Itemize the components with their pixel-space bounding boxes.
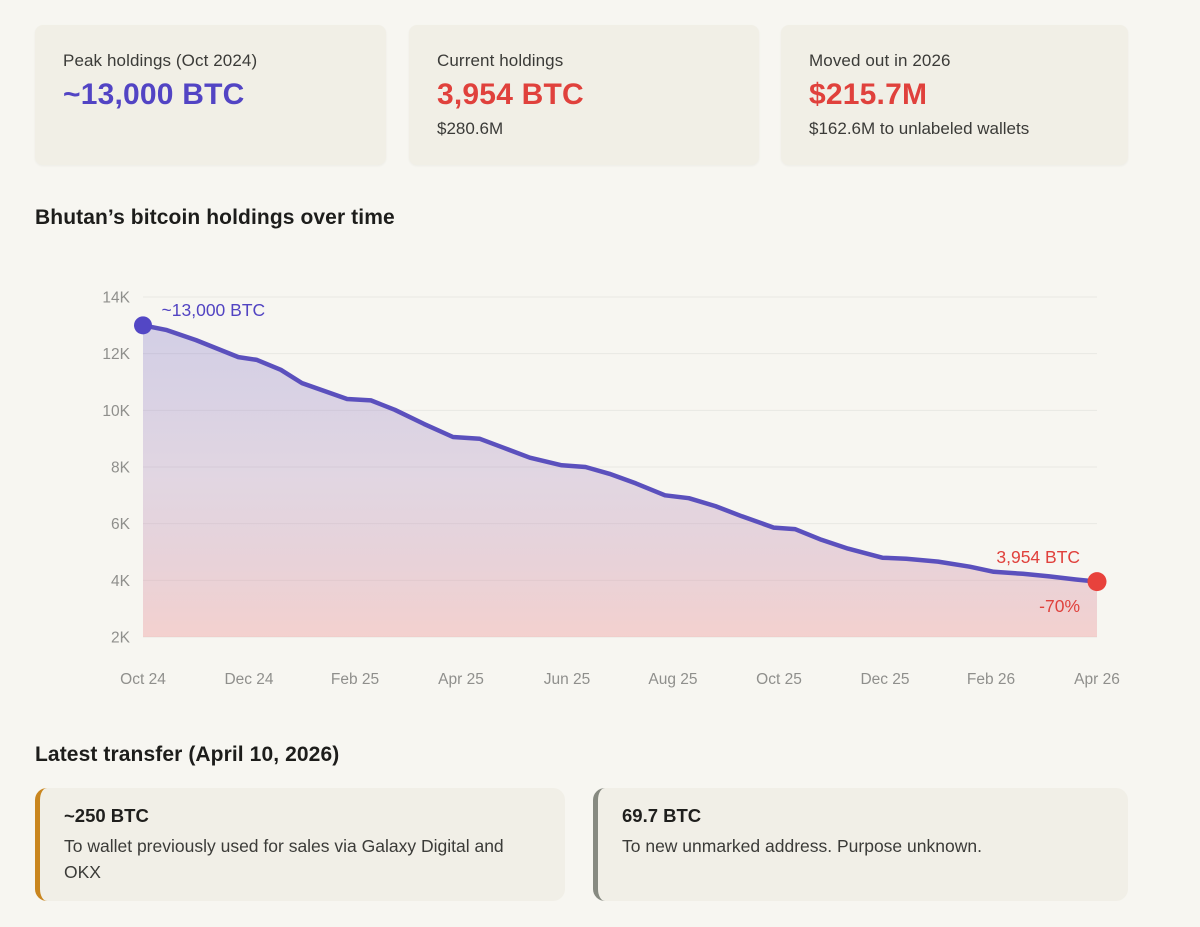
chart-area-fill bbox=[143, 325, 1097, 637]
x-axis-label: Oct 25 bbox=[756, 671, 802, 688]
transfers-title: Latest transfer (April 10, 2026) bbox=[35, 743, 340, 766]
stat-subvalue: $280.6M bbox=[437, 119, 504, 138]
stat-value: ~13,000 BTC bbox=[63, 78, 245, 111]
stat-value: 3,954 BTC bbox=[437, 78, 584, 111]
stat-card-current-holdings: Current holdings 3,954 BTC $280.6M bbox=[409, 25, 759, 165]
stat-card-moved-out: Moved out in 2026 $215.7M $162.6M to unl… bbox=[781, 25, 1128, 165]
transfer-amount: ~250 BTC bbox=[64, 805, 149, 826]
transfer-description: To wallet previously used for sales via … bbox=[64, 836, 504, 883]
y-axis-label: 10K bbox=[102, 403, 130, 420]
stat-label: Peak holdings (Oct 2024) bbox=[63, 51, 258, 70]
transfer-amount: 69.7 BTC bbox=[622, 805, 702, 826]
holdings-line bbox=[140, 323, 1100, 584]
stat-subvalue: $162.6M to unlabeled wallets bbox=[809, 119, 1030, 138]
chart-line bbox=[140, 323, 1100, 584]
y-axis-label: 4K bbox=[111, 573, 131, 590]
start-dot bbox=[134, 316, 152, 335]
end-dot bbox=[1087, 572, 1107, 592]
x-axis-label: Feb 25 bbox=[331, 671, 379, 688]
transfer-card-galaxy-okx: ~250 BTC To wallet previously used for s… bbox=[35, 788, 565, 901]
chart-axis-labels: 14K 12K 10K 8K 6K 4K 2K Oct 24 Dec 24 Feb 25 Apr 2… bbox=[102, 290, 1119, 689]
chart-annotation: 3,954 BTC bbox=[996, 547, 1080, 567]
x-axis-label: Dec 25 bbox=[860, 671, 909, 688]
y-axis-label: 14K bbox=[102, 290, 130, 307]
holdings-chart-container: 14K 12K 10K 8K 6K 4K 2K Oct 24 Dec 24 Feb 25 Apr 2… bbox=[0, 250, 1200, 710]
chart-annotations: ~13,000 BTC 3,954 BTC -70% bbox=[162, 300, 1080, 616]
transfer-card-unmarked: 69.7 BTC To new unmarked address. Purpos… bbox=[593, 788, 1128, 901]
x-axis-label: Dec 24 bbox=[224, 671, 273, 688]
area-fill bbox=[143, 325, 1097, 637]
x-axis-label: Jun 25 bbox=[544, 671, 591, 688]
chart-title: Bhutan’s bitcoin holdings over time bbox=[35, 206, 395, 229]
x-axis-label: Feb 26 bbox=[967, 671, 1015, 688]
y-axis-label: 8K bbox=[111, 460, 131, 477]
stat-card-peak-holdings: Peak holdings (Oct 2024) ~13,000 BTC bbox=[35, 25, 386, 165]
x-axis-label: Apr 25 bbox=[438, 671, 484, 688]
stat-label: Current holdings bbox=[437, 51, 564, 70]
x-axis-label: Apr 26 bbox=[1074, 671, 1120, 688]
transfer-description: To new unmarked address. Purpose unknown… bbox=[622, 836, 982, 856]
x-axis-label: Oct 24 bbox=[120, 671, 166, 688]
stat-value: $215.7M bbox=[809, 78, 928, 111]
holdings-chart: 14K 12K 10K 8K 6K 4K 2K Oct 24 Dec 24 Feb 25 Apr 2… bbox=[102, 290, 1119, 689]
y-axis-label: 2K bbox=[111, 630, 131, 647]
x-axis-label: Aug 25 bbox=[648, 671, 697, 688]
stat-label: Moved out in 2026 bbox=[809, 51, 951, 70]
y-axis-label: 6K bbox=[111, 516, 131, 533]
chart-dots bbox=[134, 316, 1107, 592]
chart-annotation: ~13,000 BTC bbox=[162, 300, 266, 320]
chart-annotation: -70% bbox=[1039, 596, 1080, 616]
y-axis-label: 12K bbox=[102, 346, 130, 363]
